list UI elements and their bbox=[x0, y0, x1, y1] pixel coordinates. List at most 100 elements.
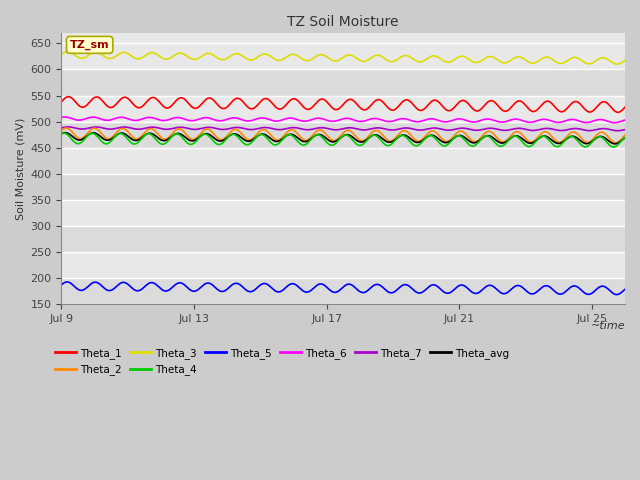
Theta_3 bbox=[489, 54, 497, 60]
Theta_6 bbox=[621, 117, 629, 123]
Theta_6 bbox=[611, 120, 618, 126]
Theta_5 bbox=[350, 284, 358, 289]
Theta_6 bbox=[123, 115, 131, 121]
Line: Theta_7: Theta_7 bbox=[61, 127, 625, 131]
Theta_2 bbox=[398, 129, 406, 134]
Bar bbox=[61, 200, 625, 226]
Theta_1 bbox=[134, 105, 142, 110]
Line: Theta_avg: Theta_avg bbox=[61, 132, 625, 144]
Theta_3 bbox=[123, 50, 131, 56]
Theta_4 bbox=[58, 131, 65, 137]
Theta_1 bbox=[398, 100, 406, 106]
Theta_1 bbox=[350, 98, 358, 104]
Bar bbox=[61, 96, 625, 121]
Theta_1 bbox=[489, 98, 497, 104]
Theta_1 bbox=[172, 98, 180, 104]
Theta_6 bbox=[489, 117, 497, 123]
Theta_6 bbox=[134, 117, 142, 123]
Theta_5 bbox=[398, 283, 406, 289]
Theta_5 bbox=[123, 280, 131, 286]
Legend: Theta_1, Theta_2, Theta_3, Theta_4, Theta_5, Theta_6, Theta_7, Theta_avg: Theta_1, Theta_2, Theta_3, Theta_4, Thet… bbox=[55, 348, 509, 375]
Text: TZ_sm: TZ_sm bbox=[70, 40, 109, 50]
Theta_7 bbox=[172, 125, 180, 131]
Theta_4 bbox=[621, 135, 629, 141]
Theta_7 bbox=[621, 127, 629, 132]
Theta_5 bbox=[613, 292, 621, 298]
Theta_1 bbox=[123, 95, 131, 100]
Theta_6 bbox=[350, 117, 358, 123]
Theta_5 bbox=[134, 288, 142, 294]
Theta_2 bbox=[172, 127, 180, 132]
Bar bbox=[61, 252, 625, 278]
Line: Theta_3: Theta_3 bbox=[61, 52, 625, 64]
Theta_4 bbox=[350, 139, 358, 144]
Line: Theta_4: Theta_4 bbox=[61, 133, 625, 147]
Theta_1 bbox=[614, 109, 622, 115]
Theta_avg bbox=[611, 141, 618, 147]
Theta_4 bbox=[172, 131, 180, 137]
Theta_7 bbox=[614, 128, 621, 133]
Theta_avg bbox=[489, 135, 497, 141]
Theta_3 bbox=[134, 56, 142, 62]
Line: Theta_2: Theta_2 bbox=[61, 128, 625, 143]
Theta_7 bbox=[489, 125, 497, 131]
Theta_1 bbox=[621, 104, 629, 110]
Bar bbox=[61, 148, 625, 174]
Theta_avg bbox=[123, 132, 131, 138]
Theta_7 bbox=[58, 125, 65, 131]
Text: ~time: ~time bbox=[590, 321, 625, 331]
Theta_6 bbox=[172, 115, 180, 120]
Bar bbox=[61, 121, 625, 148]
Bar bbox=[61, 43, 625, 70]
Theta_3 bbox=[614, 61, 621, 67]
Theta_avg bbox=[61, 130, 69, 135]
Theta_avg bbox=[398, 132, 406, 138]
Theta_7 bbox=[64, 124, 72, 130]
Theta_2 bbox=[350, 131, 358, 137]
Theta_7 bbox=[350, 125, 358, 131]
Theta_5 bbox=[58, 282, 65, 288]
Theta_2 bbox=[134, 136, 142, 142]
Theta_2 bbox=[489, 131, 497, 136]
Theta_3 bbox=[398, 54, 406, 60]
Theta_2 bbox=[123, 127, 131, 133]
Theta_6 bbox=[61, 114, 68, 120]
Theta_6 bbox=[398, 116, 406, 121]
Theta_2 bbox=[58, 128, 65, 133]
Theta_7 bbox=[123, 124, 131, 130]
Title: TZ Soil Moisture: TZ Soil Moisture bbox=[287, 15, 399, 29]
Bar bbox=[61, 278, 625, 304]
Bar bbox=[61, 174, 625, 200]
Theta_4 bbox=[60, 130, 68, 136]
Bar bbox=[61, 70, 625, 96]
Theta_6 bbox=[58, 115, 65, 120]
Line: Theta_6: Theta_6 bbox=[61, 117, 625, 123]
Theta_5 bbox=[621, 287, 629, 292]
Theta_3 bbox=[350, 54, 358, 60]
Theta_avg bbox=[172, 131, 180, 137]
Theta_7 bbox=[134, 126, 142, 132]
Theta_2 bbox=[612, 140, 620, 145]
Theta_4 bbox=[134, 140, 142, 145]
Theta_2 bbox=[621, 132, 629, 138]
Theta_3 bbox=[621, 58, 629, 63]
Theta_avg bbox=[350, 135, 358, 141]
Theta_4 bbox=[123, 135, 131, 141]
Theta_avg bbox=[134, 137, 142, 143]
Theta_1 bbox=[58, 99, 65, 105]
Theta_avg bbox=[58, 131, 65, 137]
Theta_7 bbox=[398, 126, 406, 132]
Line: Theta_1: Theta_1 bbox=[61, 96, 625, 112]
Theta_2 bbox=[63, 125, 70, 131]
Line: Theta_5: Theta_5 bbox=[61, 282, 625, 295]
Theta_4 bbox=[398, 132, 406, 138]
Theta_4 bbox=[489, 137, 497, 143]
Theta_3 bbox=[58, 51, 65, 57]
Theta_3 bbox=[64, 49, 72, 55]
Theta_3 bbox=[172, 51, 180, 57]
Theta_1 bbox=[65, 94, 72, 99]
Theta_4 bbox=[609, 144, 617, 150]
Y-axis label: Soil Moisture (mV): Soil Moisture (mV) bbox=[15, 118, 25, 220]
Theta_5 bbox=[63, 279, 71, 285]
Theta_5 bbox=[172, 281, 180, 287]
